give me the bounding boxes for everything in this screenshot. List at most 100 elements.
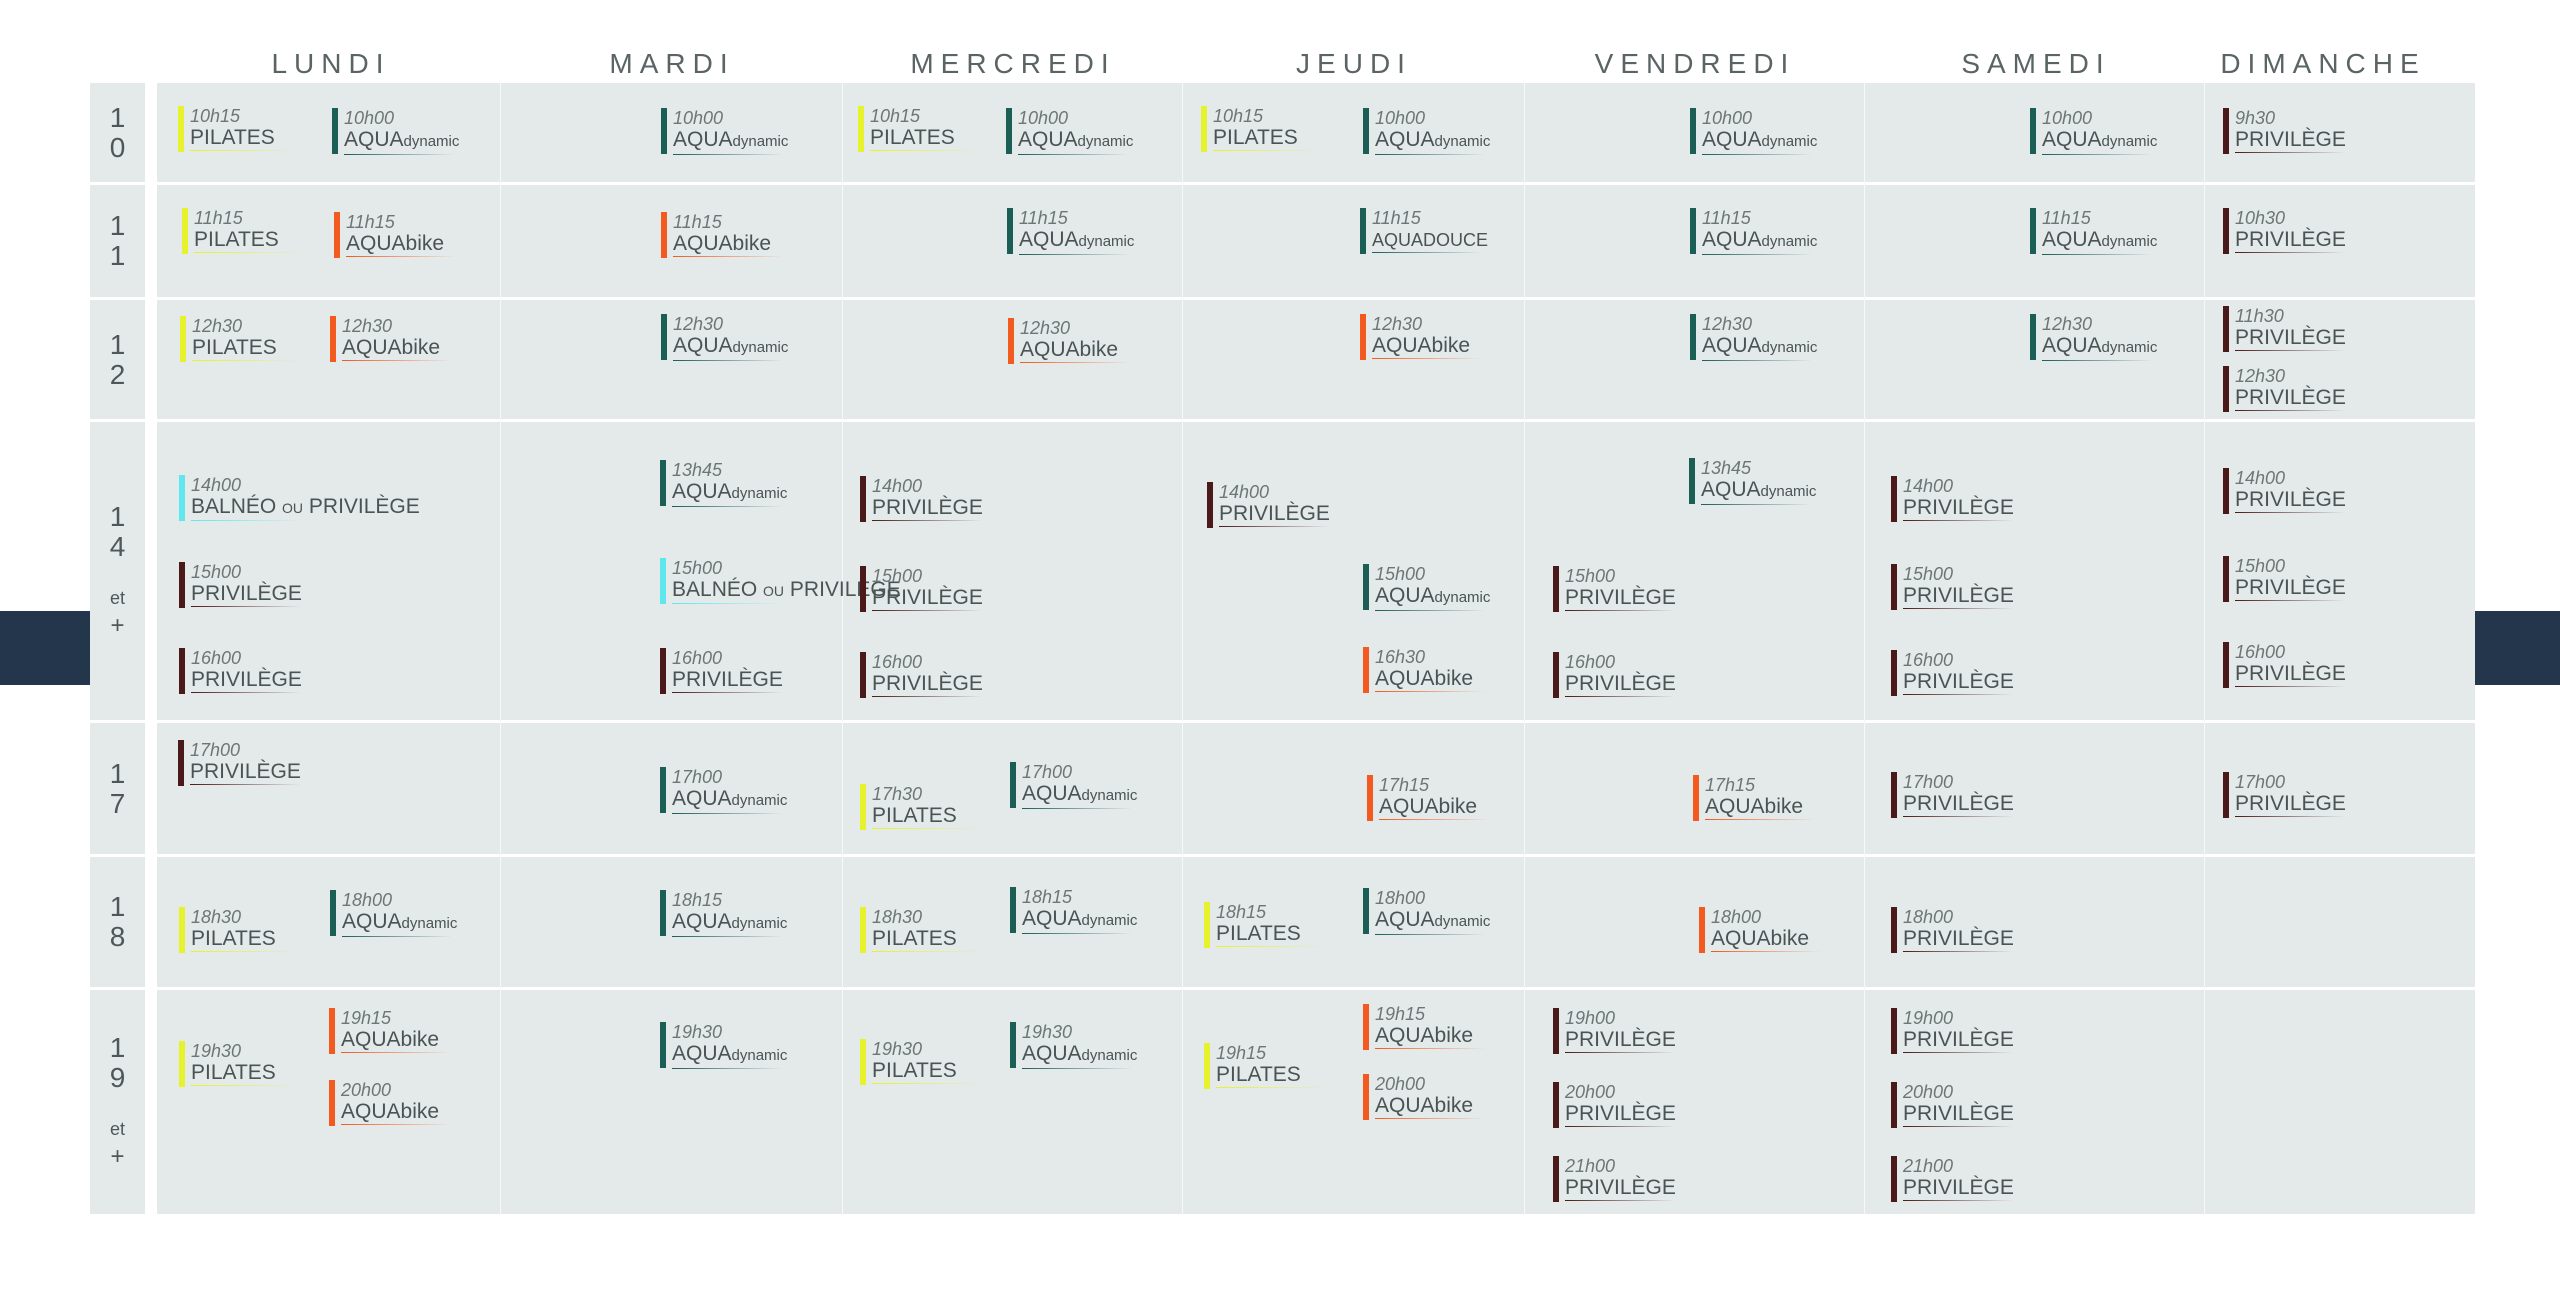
event-time: 12h30 (1372, 314, 1423, 334)
event-color-bar (661, 108, 667, 154)
event-privilege: 14h00 PRIVILÈGE (860, 476, 983, 522)
event-time: 12h30 (2042, 314, 2093, 334)
event-color-bar (1891, 907, 1897, 953)
event-name-sub: dynamic (2101, 133, 2158, 150)
event-color-bar (2030, 108, 2036, 154)
event-color-bar (1553, 1156, 1559, 1202)
event-name-main: AQUA (672, 1042, 732, 1065)
event-name: PILATES (1216, 1063, 1326, 1088)
event-name-main: PRIVILÈGE (2235, 228, 2346, 251)
event-time: 10h00 (344, 108, 395, 128)
event-name: AQUAbike (1375, 1024, 1486, 1049)
event-aquadynamic: 18h15 AQUAdynamic (1010, 887, 1137, 934)
event-privilege: 15h00 PRIVILÈGE (179, 562, 302, 608)
event-color-bar (1553, 652, 1559, 698)
event-name: PRIVILÈGE (1903, 1102, 2014, 1127)
event-color-bar (858, 106, 864, 152)
event-name-main: PRIVILÈGE (1903, 927, 2014, 950)
event-time: 12h30 (342, 316, 393, 336)
event-name-main: PRIVILÈGE (2235, 662, 2346, 685)
event-name-main: PILATES (191, 1061, 276, 1084)
event-color-bar (1010, 1022, 1016, 1068)
column-divider (2204, 83, 2205, 1214)
event-color-bar (1204, 902, 1210, 948)
event-name-main: AQUA (1375, 128, 1435, 151)
event-color-bar (1204, 1043, 1210, 1089)
hour-digit: 1 (109, 757, 126, 789)
event-aquadynamic: 10h00 AQUAdynamic (661, 108, 788, 155)
event-aquabike: 12h30 AQUAbike (1360, 314, 1483, 360)
event-color-bar (1201, 106, 1207, 152)
event-color-bar (1891, 1008, 1897, 1054)
event-time: 11h15 (1372, 208, 1421, 228)
hour-digit: 1 (109, 891, 126, 922)
event-color-bar (1553, 566, 1559, 612)
event-privilege: 15h00 PRIVILÈGE (2223, 556, 2346, 602)
event-color-bar (332, 108, 338, 154)
event-color-bar (179, 1041, 185, 1087)
event-time: 14h00 (1903, 476, 1954, 496)
day-header-lundi: LUNDI (271, 48, 391, 79)
event-time: 17h15 (1379, 775, 1430, 795)
grid-row (157, 723, 2475, 854)
event-name-main: AQUAbike (673, 232, 772, 255)
event-name-sub: dynamic (1760, 483, 1817, 500)
event-color-bar (1363, 1004, 1369, 1050)
event-color-bar (2223, 108, 2229, 154)
event-name-sub: dynamic (2101, 233, 2158, 250)
event-time: 17h00 (672, 767, 723, 787)
hour-suffix: et (109, 1119, 125, 1139)
event-time: 10h15 (1213, 106, 1264, 126)
event-name: PILATES (1213, 126, 1323, 151)
event-color-bar (1360, 314, 1366, 360)
grid-row (157, 83, 2475, 182)
event-time: 17h15 (1705, 775, 1756, 795)
event-privilege: 21h00 PRIVILÈGE (1891, 1156, 2014, 1202)
event-name: AQUAdynamic (673, 334, 788, 361)
event-name-main: AQUAbike (1375, 1094, 1474, 1117)
event-name: PILATES (194, 228, 304, 253)
event-name-main: PILATES (870, 126, 955, 149)
event-aquabike: 11h15 AQUAbike (334, 212, 457, 258)
event-time: 14h00 (872, 476, 923, 496)
event-time: 17h00 (1903, 772, 1954, 792)
event-color-bar (860, 907, 866, 953)
event-name: PRIVILÈGE (2235, 326, 2346, 351)
event-time: 18h00 (1375, 888, 1426, 908)
event-color-bar (660, 890, 666, 936)
event-name-main: AQUA (1022, 907, 1082, 930)
event-color-bar (1553, 1008, 1559, 1054)
event-name-main: AQUA (673, 128, 733, 151)
event-name-main: BALNÉO (672, 578, 758, 601)
event-name: PRIVILÈGE (191, 668, 302, 693)
event-time: 10h00 (2042, 108, 2093, 128)
event-name-main: PRIVILÈGE (872, 496, 983, 519)
event-time: 19h00 (1903, 1008, 1954, 1028)
event-balneo: 14h00 BALNÉO OU PRIVILÈGE (179, 475, 420, 521)
event-color-bar (180, 316, 186, 362)
event-time: 17h30 (872, 784, 923, 804)
event-name: PRIVILÈGE (2235, 662, 2346, 687)
event-name: PRIVILÈGE (191, 582, 302, 607)
event-color-bar (2223, 642, 2229, 688)
event-color-bar (1363, 1074, 1369, 1120)
event-name-main: AQUAbike (1705, 795, 1804, 818)
event-name-main: PRIVILÈGE (1903, 670, 2014, 693)
event-name-main: AQUA (1375, 908, 1435, 931)
event-pilates: 12h30 PILATES (180, 316, 302, 362)
event-name: AQUADOUCE (1372, 228, 1488, 253)
grid-row (157, 990, 2475, 1214)
event-pilates: 10h15 PILATES (178, 106, 300, 152)
event-color-bar (1363, 108, 1369, 154)
event-color-bar (1006, 108, 1012, 154)
event-color-bar (860, 652, 866, 698)
hour-plus: + (110, 1143, 125, 1170)
event-privilege: 21h00 PRIVILÈGE (1553, 1156, 1676, 1202)
column-divider (1864, 83, 1865, 1214)
event-name-main: PRIVILÈGE (1903, 1102, 2014, 1125)
hour-digit: 9 (109, 1062, 126, 1093)
event-privilege: 15h00 PRIVILÈGE (1553, 566, 1676, 612)
event-name: AQUAdynamic (342, 910, 457, 937)
